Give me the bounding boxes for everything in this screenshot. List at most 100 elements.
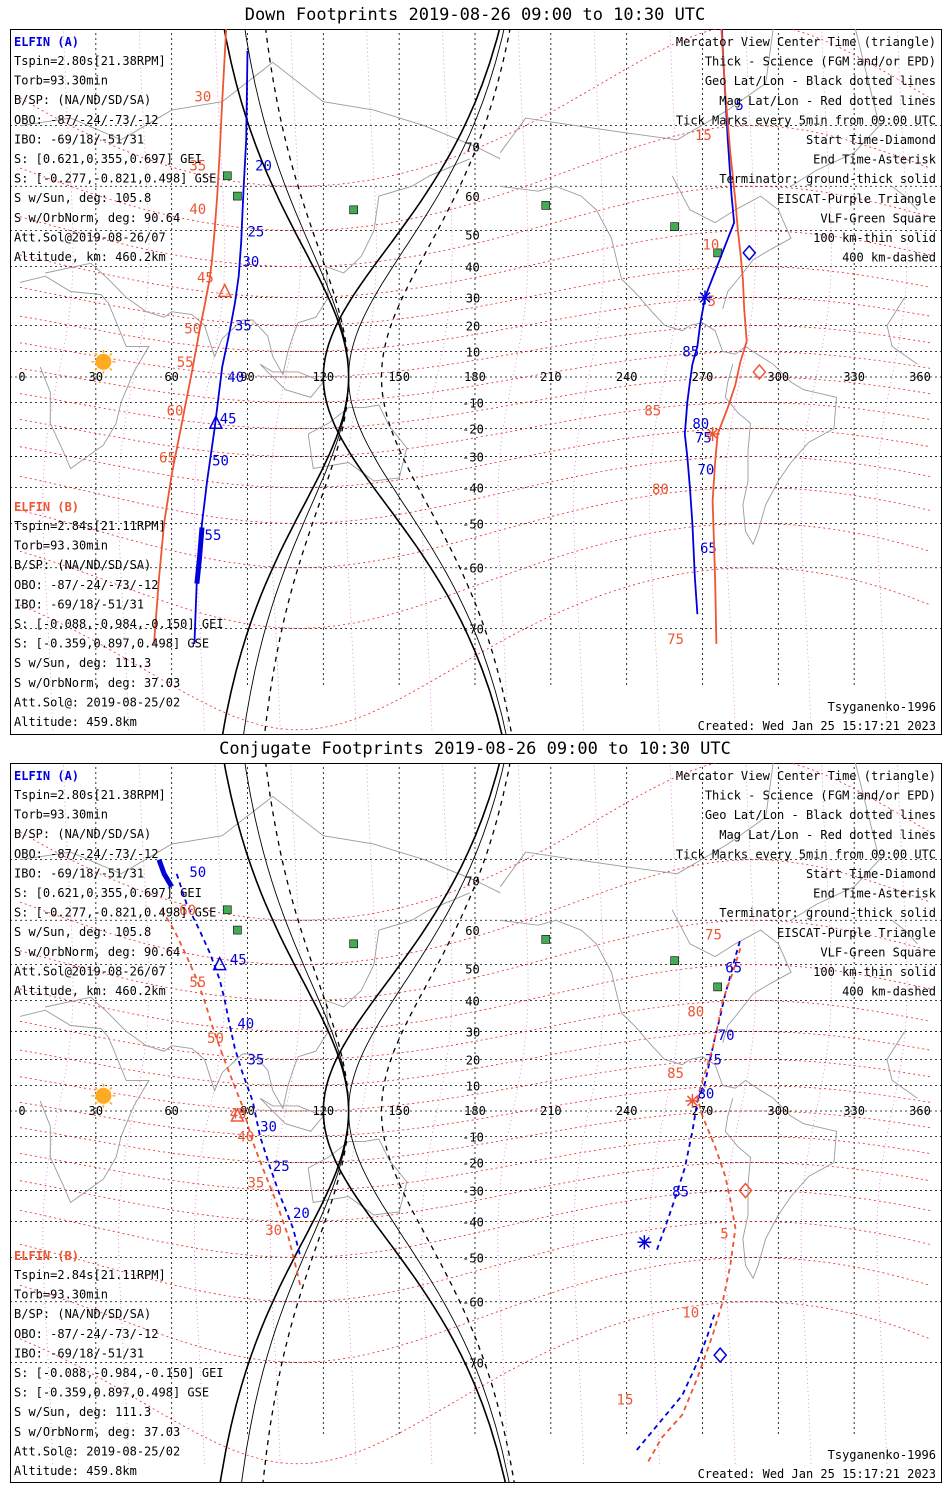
tick-time-label: 75 [705,927,722,943]
end-time-asterisk [705,427,720,442]
vlf-square [541,935,551,944]
mag-latitude-line [19,1190,931,1258]
sun-ray [109,1086,113,1090]
tick-time-label: 20 [293,1206,310,1222]
start-time-diamond [738,1182,753,1199]
tick-time-label: 35 [248,1176,265,1192]
tick-time-label: 5 [720,1227,728,1243]
lon-tick-label: 120 [312,370,334,384]
asterisk-stroke [686,1095,698,1107]
mag-latitude-line [19,859,931,966]
mag-latitude-line [19,230,931,298]
terminator-400km-west [262,763,350,1483]
terminator-400km-west [263,29,350,735]
mag-meridian-line [800,763,832,1464]
lat-tick-label: -20 [462,423,484,437]
mag-latitude-line [19,1301,931,1465]
coastlines [20,29,917,546]
lon-tick-label: 0 [18,370,25,384]
elfin-b-line: Torb=93.30min [14,539,108,553]
asterisk-stroke [707,428,719,440]
lon-tick-label: 180 [464,1104,486,1118]
track-line [153,29,228,644]
tick-time-label: 55 [189,975,206,991]
elfin-b-line: S w/Sun, deg: 111.3 [14,656,151,670]
legend-item: Thick - Science (FGM and/or EPD) [705,789,936,803]
coastline [671,909,792,1044]
legend-item: EISCAT-Purple Triangle [777,926,936,940]
vlf-square [713,982,722,992]
created-label: Created: Wed Jan 25 15:17:21 2023 [698,719,936,733]
asterisk-stroke [699,291,711,303]
lon-tick-label: 150 [388,1104,410,1118]
mag-meridian-line [421,29,453,730]
tick-time-label: 20 [255,158,272,174]
map-panel-conjugate: 0 30 60 90 120 150 180 210 240 270 300 330 360102030… [10,763,942,1483]
coastline [45,158,471,376]
science-segment [194,527,205,584]
vlf-square [222,905,232,915]
center-time-triangle [212,955,227,971]
tick-time-label: 80 [697,1086,714,1102]
mag-latitude-line [19,428,931,488]
created-label: Created: Wed Jan 25 15:17:21 2023 [698,1467,936,1481]
elfin-b-info: ELFIN (B) Tspin=2.84s[21.11RPM] Torb=93.30… [14,1249,224,1478]
mag-meridian-line [573,763,605,1464]
lat-tick-label: -10 [462,396,484,410]
track-b-east: 2015105858075 [644,29,748,648]
tick-time-label: 15 [695,128,712,144]
tick-time-label: 75 [705,1053,722,1069]
lon-tick-label: 180 [464,370,486,384]
coastline [500,185,837,546]
mag-latitude-line [19,125,931,232]
vlf-square [233,191,242,201]
tick-time-label: 10 [682,1306,699,1322]
lat-tick-label: 10 [466,1080,480,1094]
mag-latitude-line [19,456,931,524]
tick-time-label: 80 [687,1004,704,1020]
legend-item: 100 km-thin solid [813,965,936,979]
mag-latitude-line [19,919,931,1001]
sun-ray [109,352,113,356]
elfin-b-line: Altitude: 459.8km [14,715,137,729]
lon-tick-label: 360 [909,1104,931,1118]
terminator [219,763,515,1483]
mag-meridian-line [876,29,908,730]
elfin-b-line: Torb=93.30min [14,1288,108,1302]
elfin-a-title: ELFIN (A) [14,35,79,49]
mag-meridian-line [193,29,226,730]
lon-tick-label: 330 [843,1104,865,1118]
legend-item: Thick - Science (FGM and/or EPD) [705,55,936,69]
tick-time-label: 50 [207,1031,224,1047]
lat-tick-label: -70 [462,1356,484,1370]
geo-grid [10,33,942,687]
mag-meridian-line [573,29,605,730]
mag-meridian-line [648,29,681,730]
axis-ticks: 0 30 60 90 120 150 180 210 240 270 300 330 360102030… [18,874,930,1370]
legend-item: Mag Lat/Lon - Red dotted lines [719,828,936,842]
elfin-b-line: IBO: -69/18/-51/31 [14,597,144,611]
mag-grid [19,763,931,1465]
elfin-a-line: OBO: -87/-24/-73/-12 [14,847,159,861]
lat-tick-label: -30 [462,451,484,465]
mag-meridian-line [42,763,74,1464]
elfin-b-line: Att.Sol@: 2019-08-25/02 [14,1444,180,1458]
tick-time-label: 5 [708,294,716,310]
terminator-ground-east [322,763,507,1483]
track-line [656,939,742,1251]
elfin-a-line: OBO: -87/-24/-73/-12 [14,113,159,127]
legend-item: Mag Lat/Lon - Red dotted lines [719,94,936,108]
legend-item: Tick Marks every 5min from 09:00 UTC [676,847,936,861]
tick-time-label: 85 [667,1066,684,1082]
mag-meridians [42,29,908,730]
sun-icon [95,1087,112,1104]
lon-tick-label: 30 [89,1104,103,1118]
legend-item: Mercator View Center Time (triangle) [676,769,936,783]
tick-time-label: 45 [197,270,214,286]
lat-tick-label: -10 [462,1130,484,1144]
terminator-400km-east [380,763,515,1483]
sun-ray [94,1086,98,1090]
mag-meridian-line [118,29,150,730]
end-time-asterisk [685,1093,700,1108]
